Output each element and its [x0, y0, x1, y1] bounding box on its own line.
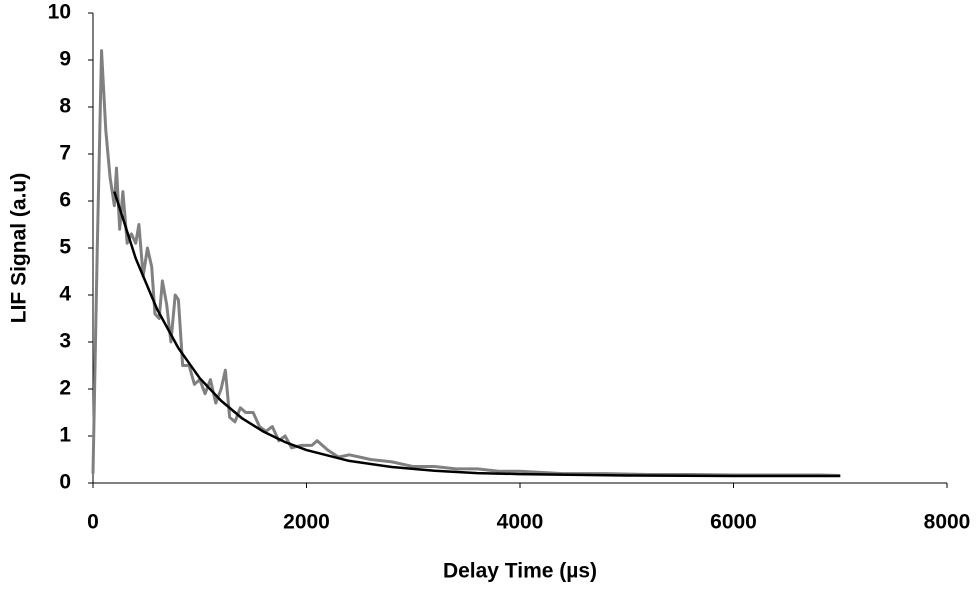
- data-line: [91, 49, 841, 477]
- y-tick-label: 4: [59, 283, 71, 306]
- x-tick-label: 2000: [283, 511, 330, 534]
- y-tick-label: 3: [59, 330, 71, 353]
- x-tick-label: 4000: [497, 511, 544, 534]
- y-tick-label: 6: [59, 189, 71, 212]
- x-axis-label: Delay Time (µs): [443, 560, 597, 583]
- y-axis-label: LIF Signal (a.u): [8, 173, 31, 324]
- y-tick-label: 2: [59, 377, 71, 400]
- data-line: [113, 191, 841, 478]
- y-tick-label: 8: [59, 95, 71, 118]
- y-tick-label: 7: [59, 142, 71, 165]
- x-tick-label: 6000: [710, 511, 757, 534]
- y-tick-label: 0: [59, 471, 71, 494]
- y-tick-label: 1: [59, 424, 71, 447]
- x-tick-label: 8000: [924, 511, 971, 534]
- y-tick-label: 9: [59, 48, 71, 71]
- x-tick-label: 0: [87, 511, 99, 534]
- y-tick-label: 5: [59, 236, 71, 259]
- y-tick-label: 10: [48, 1, 71, 24]
